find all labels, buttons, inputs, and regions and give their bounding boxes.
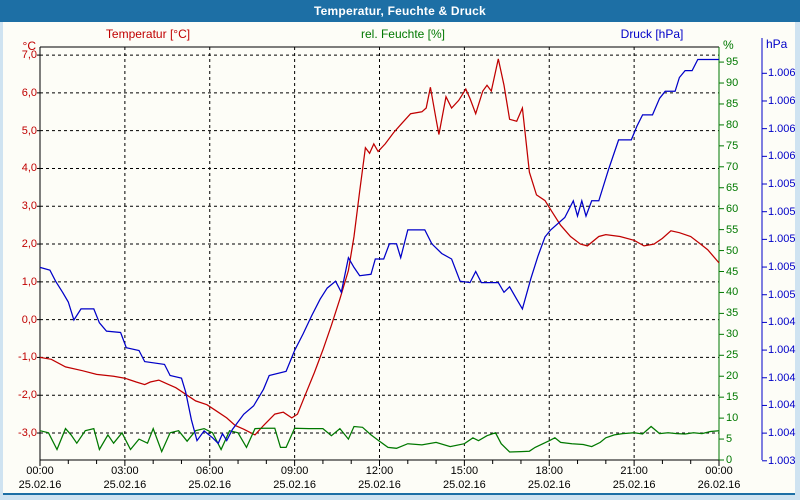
humidity-series — [39, 425, 720, 454]
window-title-bar: Temperatur, Feuchte & Druck — [0, 0, 800, 22]
pressure-tick-label: 1.004 — [768, 371, 796, 384]
humidity-tick-label: 90 — [726, 77, 739, 90]
humidity-tick-label: 10 — [726, 412, 739, 425]
pressure-unit-label: hPa — [766, 37, 788, 51]
humidity-unit-label: % — [723, 38, 734, 52]
humidity-tick-label: 85 — [726, 97, 739, 110]
pressure-tick-label: 1.003 — [768, 454, 796, 467]
humidity-tick-label: 65 — [726, 181, 739, 194]
temp-tick-label: -2,0 — [18, 389, 37, 402]
x-time-label: 12:00 — [365, 465, 394, 477]
x-date-label: 25.02.16 — [612, 479, 656, 491]
pressure-tick-label: 1.004 — [768, 316, 796, 329]
pressure-axis-title: Druck [hPa] — [620, 27, 684, 41]
x-time-label: 09:00 — [280, 465, 309, 477]
humidity-tick-label: 95 — [726, 56, 739, 69]
pressure-tick-label: 1.006 — [768, 150, 796, 163]
humidity-tick-label: 35 — [726, 307, 739, 320]
pressure-tick-label: 1.005 — [768, 261, 796, 274]
humidity-tick-label: 0 — [726, 454, 733, 466]
window-title: Temperatur, Feuchte & Druck — [314, 4, 486, 18]
humidity-tick-label: 15 — [726, 391, 739, 404]
humidity-tick-label: 30 — [726, 328, 739, 341]
temp-tick-label: 4,0 — [21, 162, 37, 175]
pressure-series — [39, 58, 719, 445]
x-date-label: 25.02.16 — [103, 479, 147, 491]
x-time-label: 03:00 — [111, 465, 139, 477]
pressure-tick-label: 1.005 — [768, 205, 796, 218]
humidity-tick-label: 80 — [726, 118, 739, 131]
temp-tick-label: 2,0 — [21, 238, 37, 251]
pressure-tick-label: 1.006 — [768, 67, 796, 80]
temp-tick-label: 7,0 — [21, 49, 37, 62]
temp-tick-label: 5,0 — [21, 124, 37, 137]
x-time-label: 06:00 — [195, 465, 224, 477]
temp-tick-label: 3,0 — [21, 200, 37, 213]
pressure-tick-label: 1.004 — [768, 427, 796, 440]
x-time-label: 21:00 — [620, 465, 648, 477]
pressure-tick-label: 1.005 — [768, 288, 796, 301]
humidity-tick-label: 20 — [726, 370, 739, 383]
x-date-label: 25.02.16 — [442, 479, 486, 491]
x-date-label: 25.02.16 — [188, 479, 232, 491]
humidity-tick-label: 55 — [726, 223, 739, 236]
humidity-tick-label: 25 — [726, 349, 739, 362]
x-date-label: 25.02.16 — [273, 479, 317, 491]
humidity-tick-label: 5 — [726, 433, 733, 446]
temp-tick-label: 6,0 — [21, 86, 37, 99]
temp-tick-label: -1,0 — [18, 351, 37, 364]
pressure-tick-label: 1.005 — [768, 233, 796, 246]
chart-panel — [3, 22, 795, 495]
x-date-label: 25.02.16 — [18, 479, 62, 491]
humidity-tick-label: 75 — [726, 139, 739, 152]
temperature-axis-title: Temperatur [°C] — [105, 27, 191, 41]
x-date-label: 26.02.16 — [697, 479, 741, 491]
pressure-tick-label: 1.005 — [768, 178, 796, 190]
temp-tick-label: 1,0 — [21, 275, 37, 288]
pressure-tick-label: 1.004 — [768, 344, 796, 357]
humidity-tick-label: 45 — [726, 265, 739, 278]
x-time-label: 15:00 — [450, 465, 479, 477]
temp-tick-label: -3,0 — [18, 427, 37, 440]
pressure-tick-label: 1.006 — [768, 122, 796, 135]
x-time-label: 00:00 — [705, 465, 733, 477]
temp-series — [39, 58, 720, 436]
humidity-tick-label: 70 — [726, 160, 739, 173]
humidity-axis-title: rel. Feuchte [%] — [360, 27, 446, 41]
humidity-tick-label: 40 — [726, 286, 739, 299]
humidity-tick-label: 60 — [726, 202, 739, 215]
pressure-tick-label: 1.004 — [768, 399, 796, 412]
x-date-label: 25.02.16 — [527, 479, 571, 491]
x-time-label: 18:00 — [535, 465, 564, 477]
pressure-tick-label: 1.006 — [768, 94, 796, 107]
temp-unit-label: °C — [22, 39, 36, 53]
x-time-label: 00:00 — [26, 465, 54, 477]
humidity-tick-label: 50 — [726, 244, 739, 257]
x-date-label: 25.02.16 — [358, 479, 401, 491]
temp-tick-label: 0,0 — [21, 313, 37, 326]
